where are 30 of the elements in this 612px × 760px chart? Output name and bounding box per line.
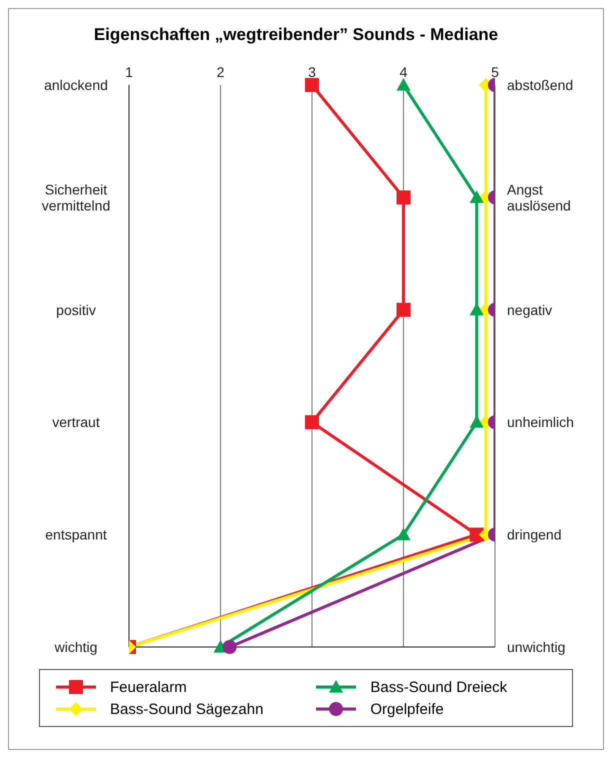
x-tick-label: 2 <box>216 64 225 80</box>
x-tick-label: 4 <box>400 64 408 80</box>
point <box>305 415 319 430</box>
y2-tick-label: abstoßend <box>507 77 574 93</box>
point <box>305 78 319 92</box>
y-tick-label: Sicherheit vermittelnd <box>42 181 110 214</box>
x-tick-label: 5 <box>491 64 500 80</box>
y-tick-label: wichtig <box>54 639 98 655</box>
point <box>396 302 410 317</box>
y2-tick-label: dringend <box>507 526 562 543</box>
y-tick-label: vertraut <box>52 414 100 430</box>
point <box>396 78 410 91</box>
x-tick-label: 3 <box>308 64 316 80</box>
y-tick-label: anlockend <box>44 77 108 93</box>
y-tick-label: entspannt <box>45 526 107 543</box>
legend-label: Bass-Sound Sägezahn <box>110 700 264 718</box>
point <box>396 528 410 540</box>
y2-tick-label: unheimlich <box>507 414 574 430</box>
point <box>470 190 484 203</box>
x-tick-label: 1 <box>125 64 134 80</box>
legend-label: Feueralarm <box>110 678 187 696</box>
y2-tick-label: unwichtig <box>507 639 566 655</box>
y-tick-label: positiv <box>56 302 96 318</box>
chart-title: Eigenschaften „wegtreibender” Sounds - Mediane <box>92 24 500 46</box>
y2-tick-label: Angst auslösend <box>507 181 571 214</box>
legend-label: Orgelpfeife <box>370 700 444 718</box>
y2-tick-label: negativ <box>507 302 552 318</box>
point <box>396 190 410 204</box>
point <box>222 640 237 654</box>
legend-label: Bass-Sound Dreieck <box>370 678 508 696</box>
